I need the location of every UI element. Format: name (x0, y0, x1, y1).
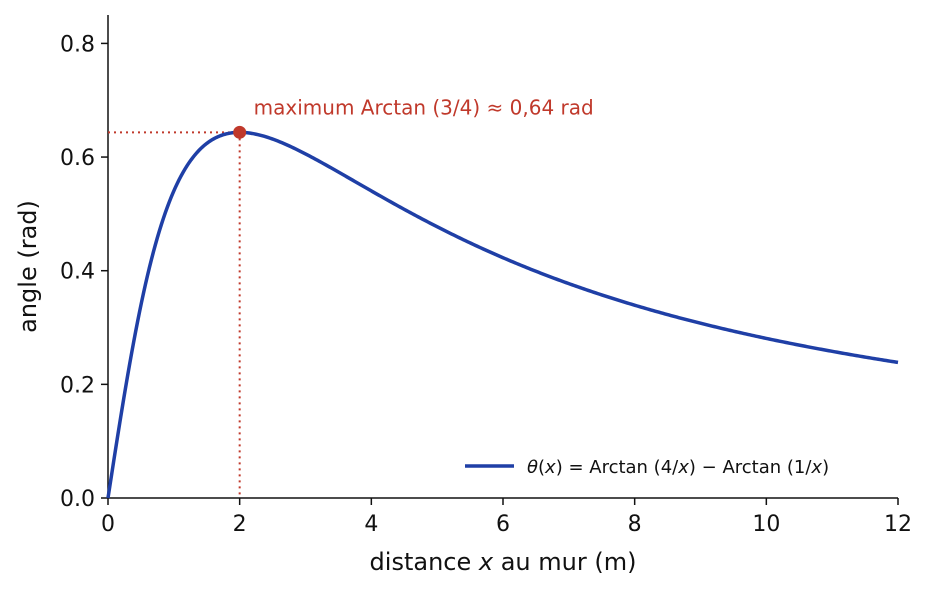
x-tick-label: 6 (496, 512, 510, 537)
max-point-marker (233, 125, 247, 139)
y-tick-label: 0.0 (60, 487, 95, 512)
series-line-theta (106, 130, 899, 499)
max-annotation: maximum Arctan (3/4) ≈ 0,64 rad (254, 95, 594, 119)
x-ticks: 0 2 4 6 8 10 12 (101, 498, 912, 537)
y-tick-label: 0.6 (60, 146, 95, 171)
x-tick-label: 4 (364, 512, 378, 537)
x-tick-label: 2 (233, 512, 247, 537)
y-tick-label: 0.2 (60, 373, 95, 398)
y-tick-label: 0.4 (60, 260, 95, 285)
x-axis-label: distance x au mur (m) (370, 548, 637, 576)
legend-label: θ(x) = Arctan (4/x) − Arctan (1/x) (527, 457, 829, 478)
max-guides (108, 131, 241, 498)
y-axis-label: angle (rad) (14, 200, 42, 333)
x-tick-label: 0 (101, 512, 115, 537)
y-tick-label: 0.8 (60, 32, 95, 57)
x-tick-label: 10 (752, 512, 780, 537)
y-ticks: 0.0 0.2 0.4 0.6 0.8 (60, 32, 108, 512)
x-tick-label: 12 (884, 512, 912, 537)
legend: θ(x) = Arctan (4/x) − Arctan (1/x) (465, 457, 829, 478)
axes: 0 2 4 6 8 10 12 0.0 0.2 0.4 0.6 0.8 (60, 15, 912, 537)
x-tick-label: 8 (628, 512, 642, 537)
